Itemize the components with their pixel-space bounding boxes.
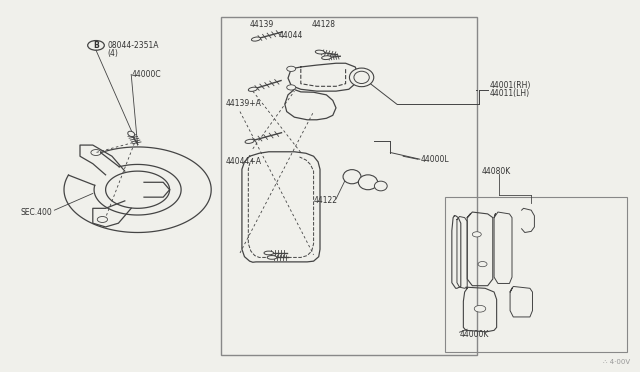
Text: ∴ 4·00V: ∴ 4·00V <box>604 359 630 365</box>
Circle shape <box>478 262 487 267</box>
Ellipse shape <box>316 50 324 54</box>
Ellipse shape <box>349 68 374 87</box>
Circle shape <box>472 232 481 237</box>
Text: B: B <box>93 41 99 50</box>
Ellipse shape <box>343 170 361 184</box>
Circle shape <box>97 217 108 222</box>
Text: 44000L: 44000L <box>420 155 449 164</box>
Circle shape <box>287 66 296 71</box>
Text: 44122: 44122 <box>314 196 338 205</box>
Text: 44139+A: 44139+A <box>225 99 261 108</box>
Circle shape <box>91 150 101 155</box>
Ellipse shape <box>248 87 257 92</box>
Text: 44044: 44044 <box>278 31 303 40</box>
Bar <box>445 197 627 352</box>
Text: 44080K: 44080K <box>481 167 511 176</box>
Circle shape <box>287 85 296 90</box>
Ellipse shape <box>374 181 387 191</box>
Text: 44139: 44139 <box>250 20 274 29</box>
Circle shape <box>88 41 104 50</box>
Text: (4): (4) <box>108 49 118 58</box>
Text: 08044-2351A: 08044-2351A <box>108 41 159 50</box>
Ellipse shape <box>245 139 254 144</box>
Ellipse shape <box>252 37 260 41</box>
Ellipse shape <box>358 175 378 190</box>
Ellipse shape <box>268 256 277 259</box>
Text: 44000K: 44000K <box>460 330 489 339</box>
Text: 44000C: 44000C <box>131 70 161 79</box>
Ellipse shape <box>264 251 274 255</box>
Bar <box>221 17 477 355</box>
Text: 44011(LH): 44011(LH) <box>490 89 530 98</box>
Circle shape <box>474 305 486 312</box>
Text: 44128: 44128 <box>312 20 336 29</box>
Ellipse shape <box>354 71 369 83</box>
Ellipse shape <box>322 56 331 60</box>
Ellipse shape <box>128 131 134 137</box>
Text: 44001(RH): 44001(RH) <box>490 81 531 90</box>
Text: 44044+A: 44044+A <box>225 157 261 166</box>
Text: SEC.400: SEC.400 <box>20 208 52 217</box>
